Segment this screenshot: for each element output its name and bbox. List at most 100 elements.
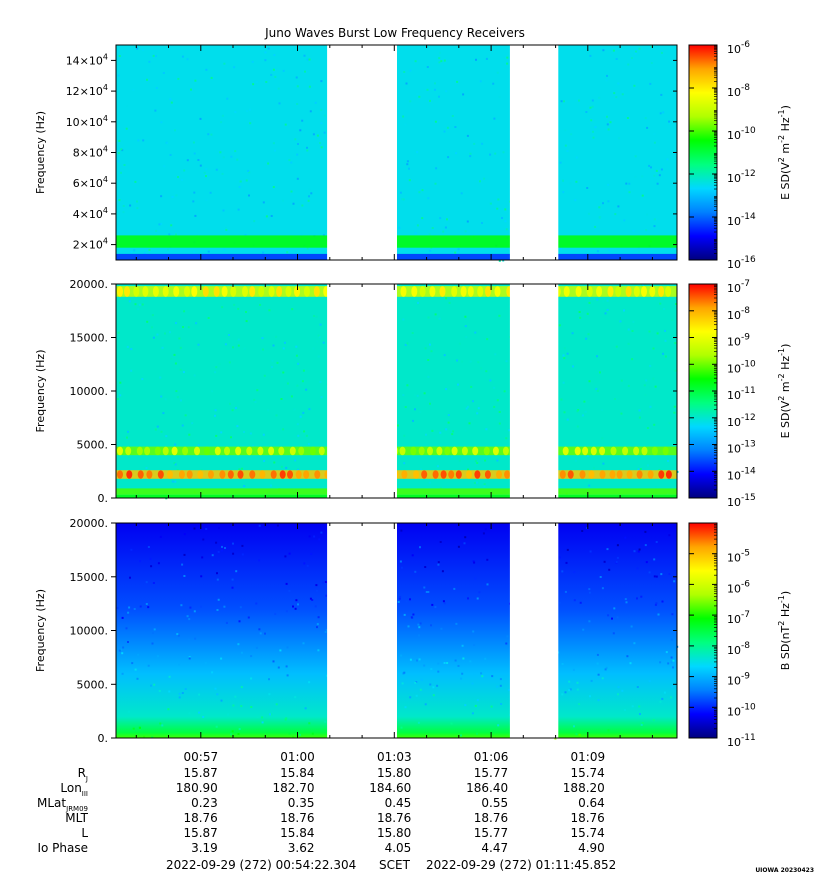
- y-tick-label: 15000.: [70, 332, 109, 345]
- y-ticks: 0. 5000. 10000. 15000. 20000.: [70, 517, 677, 745]
- panel-1: 2×104 4×104 6×104 8×104 10×104 12×104 14×104 Fr…: [34, 40, 792, 271]
- data-gap: [327, 523, 397, 738]
- y-axis-label: Frequency (Hz): [34, 111, 47, 194]
- ephemeris-value: 15.77: [474, 826, 508, 840]
- ephemeris-value: 15.80: [377, 766, 411, 780]
- colorbar-tick-label: 10-9: [727, 672, 750, 688]
- y-tick-label: 4×104: [73, 206, 108, 221]
- colorbar: 10-7 10-8 10-9 10-10 10-11 10-12 10-13 10-14 10-…: [688, 279, 792, 509]
- ephemeris-value: 0.64: [578, 796, 605, 810]
- y-tick-label: 10000.: [70, 385, 109, 398]
- data-gap: [327, 45, 397, 260]
- x-minor-ticks: [135, 45, 653, 260]
- colorbar-scale: [688, 522, 718, 739]
- colorbar: 10-6 10-8 10-10 10-12 10-14 10-16 E SD(V2 m-2 …: [688, 40, 792, 271]
- y-tick-label: 8×104: [73, 145, 108, 160]
- footer-end-time: 2022-09-29 (272) 01:11:45.852: [426, 858, 616, 872]
- footer-scet-label: SCET: [379, 858, 411, 872]
- colorbar-tick-label: 10-7: [727, 279, 750, 295]
- y-tick-label: 0.: [98, 492, 109, 505]
- ephemeris-value: 182.70: [273, 781, 315, 795]
- colorbar-tick-label: 10-6: [727, 579, 750, 595]
- colorbar-tick-label: 10-11: [727, 733, 756, 749]
- colorbar-tick-label: 10-15: [727, 493, 756, 509]
- ephemeris-row-label: Io Phase: [37, 841, 88, 855]
- ephemeris-value: 15.84: [280, 826, 314, 840]
- ephemeris-value: 18.76: [280, 811, 314, 825]
- ephemeris-value: 15.84: [280, 766, 314, 780]
- ephemeris-value: 4.05: [385, 841, 412, 855]
- x-minor-ticks: [135, 284, 653, 498]
- ephemeris-value: 15.87: [183, 766, 217, 780]
- colorbar-tick-label: 10-9: [727, 333, 750, 349]
- ephemeris-value: 18.76: [377, 811, 411, 825]
- colorbar-tick-label: 10-7: [727, 610, 750, 626]
- colorbar-tick-label: 10-16: [727, 255, 756, 271]
- ephemeris-value: 180.90: [176, 781, 218, 795]
- ephemeris-value: 4.47: [481, 841, 508, 855]
- colorbar-tick-label: 10-6: [727, 40, 750, 56]
- ephemeris-value: 3.19: [191, 841, 218, 855]
- colorbar-tick-label: 10-14: [727, 466, 756, 482]
- ephemeris-row-label: LonIII: [60, 781, 88, 798]
- ephemeris-value: 18.76: [474, 811, 508, 825]
- time-tick-label: 00:57: [184, 750, 219, 764]
- panels: 2×104 4×104 6×104 8×104 10×104 12×104 14×104 Fr…: [34, 40, 792, 749]
- y-tick-label: 20000.: [70, 278, 109, 291]
- colorbar-tick-label: 10-10: [727, 359, 756, 375]
- y-tick-label: 5000.: [77, 439, 109, 452]
- figure-title: Juno Waves Burst Low Frequency Receivers: [264, 26, 525, 40]
- ephemeris-value: 188.20: [563, 781, 605, 795]
- ephemeris-row-label: RJ: [78, 766, 88, 783]
- ephemeris-value: 15.74: [570, 766, 604, 780]
- panel-2: 0. 5000. 10000. 15000. 20000. Frequency (Hz) 1…: [34, 278, 792, 509]
- ephemeris-value: 15.87: [183, 826, 217, 840]
- y-tick-label: 6×104: [73, 175, 108, 190]
- colorbar-tick-label: 10-8: [727, 306, 750, 322]
- time-tick-label: 01:03: [377, 750, 412, 764]
- colorbar-tick-label: 10-12: [727, 413, 756, 429]
- colorbar-scale: [688, 44, 718, 261]
- y-tick-label: 2×104: [73, 237, 108, 252]
- time-tick-label: 01:06: [474, 750, 509, 764]
- ephemeris-value: 18.76: [570, 811, 604, 825]
- ephemeris-value: 3.62: [288, 841, 315, 855]
- ephemeris-value: 18.76: [183, 811, 217, 825]
- ephemeris-value: 15.77: [474, 766, 508, 780]
- colorbar: 10-5 10-6 10-7 10-8 10-9 10-10 10-11 B SD(nT2 H…: [688, 522, 792, 749]
- x-minor-ticks: [135, 523, 653, 738]
- colorbar-tick-label: 10-8: [727, 641, 750, 657]
- colorbar-tick-label: 10-13: [727, 440, 756, 456]
- colorbar-tick-label: 10-10: [727, 126, 756, 142]
- colorbar-label: E SD(V2 m-2 Hz-1): [777, 105, 792, 200]
- ephemeris-value: 0.23: [191, 796, 218, 810]
- ephemeris-table: 00:57 01:00 01:03 01:06 01:09 RJ 15.87 15.84 15.…: [37, 750, 605, 855]
- footer-start-time: 2022-09-29 (272) 00:54:22.304: [166, 858, 356, 872]
- y-ticks: 2×104 4×104 6×104 8×104 10×104 12×104 14×104: [66, 52, 677, 252]
- ephemeris-value: 0.35: [288, 796, 315, 810]
- y-tick-label: 10×104: [66, 114, 108, 129]
- colorbar-tick-label: 10-8: [727, 83, 750, 99]
- y-tick-label: 5000.: [77, 678, 109, 691]
- data-gap: [509, 284, 559, 498]
- y-tick-label: 14×104: [66, 52, 108, 67]
- ephemeris-row-label: MLT: [65, 811, 88, 825]
- credit-label: UIOWA 20230423: [755, 867, 814, 874]
- colorbar-tick-label: 10-14: [727, 212, 756, 228]
- y-tick-label: 12×104: [66, 83, 108, 98]
- time-tick-label: 01:09: [571, 750, 606, 764]
- colorbar-tick-label: 10-5: [727, 549, 750, 565]
- y-ticks: 0. 5000. 10000. 15000. 20000.: [70, 278, 677, 505]
- colorbar-tick-label: 10-12: [727, 169, 756, 185]
- ephemeris-value: 0.45: [385, 796, 412, 810]
- y-axis-label: Frequency (Hz): [34, 589, 47, 672]
- data-gap: [509, 523, 559, 738]
- ephemeris-row-label: MLatJRM09: [37, 796, 88, 813]
- y-tick-label: 10000.: [70, 625, 109, 638]
- colorbar-tick-label: 10-10: [727, 702, 756, 718]
- y-tick-label: 20000.: [70, 517, 109, 530]
- colorbar-tick-label: 10-11: [727, 386, 756, 402]
- time-tick-label: 01:00: [280, 750, 315, 764]
- ephemeris-value: 15.74: [570, 826, 604, 840]
